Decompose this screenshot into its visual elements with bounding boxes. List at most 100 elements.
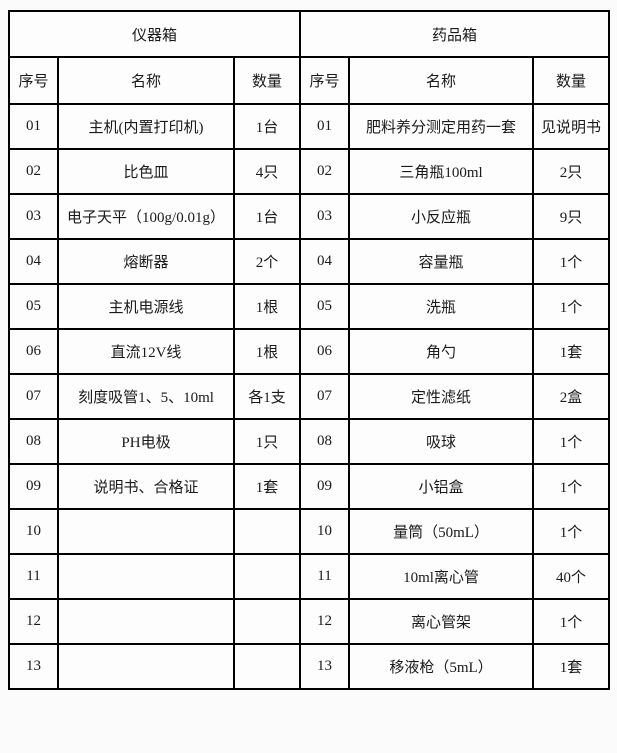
left-no-cell: 13 bbox=[8, 643, 59, 690]
left-qty-cell bbox=[232, 553, 302, 600]
left-no-cell: 02 bbox=[8, 148, 59, 195]
left-qty-cell: 1根 bbox=[232, 328, 302, 375]
table-row: 01 主机(内置打印机) 1台 01 肥料养分测定用药一套 见说明书 bbox=[8, 103, 611, 150]
right-no-cell: 12 bbox=[299, 598, 351, 645]
right-no-cell: 03 bbox=[299, 193, 351, 240]
right-no-cell: 07 bbox=[299, 373, 351, 420]
left-name-cell: 电子天平（100g/0.01g） bbox=[57, 193, 235, 240]
table-row: 10 10 量筒（50mL） 1个 bbox=[8, 508, 611, 555]
left-no-cell: 07 bbox=[8, 373, 59, 420]
right-qty-cell: 1个 bbox=[532, 283, 611, 330]
left-qty-header: 数量 bbox=[232, 56, 302, 105]
table-row: 04 熔断器 2个 04 容量瓶 1个 bbox=[8, 238, 611, 285]
left-no-cell: 06 bbox=[8, 328, 59, 375]
left-name-cell bbox=[57, 553, 235, 600]
right-qty-cell: 1个 bbox=[532, 238, 611, 285]
left-qty-cell: 4只 bbox=[232, 148, 302, 195]
left-name-header: 名称 bbox=[57, 56, 235, 105]
medicine-box-title: 药品箱 bbox=[299, 10, 611, 58]
right-name-cell: 小反应瓶 bbox=[348, 193, 535, 240]
left-qty-cell: 1根 bbox=[232, 283, 302, 330]
right-no-cell: 02 bbox=[299, 148, 351, 195]
table-row: 03 电子天平（100g/0.01g） 1台 03 小反应瓶 9只 bbox=[8, 193, 611, 240]
right-no-cell: 06 bbox=[299, 328, 351, 375]
right-name-cell: 10ml离心管 bbox=[348, 553, 535, 600]
right-qty-cell: 1个 bbox=[532, 463, 611, 510]
left-qty-cell: 各1支 bbox=[232, 373, 302, 420]
left-qty-cell bbox=[232, 508, 302, 555]
left-qty-cell: 1台 bbox=[232, 193, 302, 240]
table-row: 12 12 离心管架 1个 bbox=[8, 598, 611, 645]
left-name-cell: 主机电源线 bbox=[57, 283, 235, 330]
left-name-cell: 比色皿 bbox=[57, 148, 235, 195]
left-name-cell bbox=[57, 508, 235, 555]
right-qty-cell: 40个 bbox=[532, 553, 611, 600]
left-name-cell bbox=[57, 643, 235, 690]
right-qty-cell: 2盒 bbox=[532, 373, 611, 420]
right-name-cell: 容量瓶 bbox=[348, 238, 535, 285]
left-no-cell: 05 bbox=[8, 283, 59, 330]
left-qty-cell bbox=[232, 598, 302, 645]
right-name-cell: 定性滤纸 bbox=[348, 373, 535, 420]
left-name-cell bbox=[57, 598, 235, 645]
right-qty-cell: 2只 bbox=[532, 148, 611, 195]
right-no-cell: 04 bbox=[299, 238, 351, 285]
right-no-cell: 01 bbox=[299, 103, 351, 150]
left-qty-cell: 1只 bbox=[232, 418, 302, 465]
left-no-cell: 10 bbox=[8, 508, 59, 555]
instrument-box-title: 仪器箱 bbox=[7, 10, 302, 58]
table-row: 06 直流12V线 1根 06 角勺 1套 bbox=[8, 328, 611, 375]
right-qty-cell: 见说明书 bbox=[532, 103, 611, 150]
right-no-cell: 09 bbox=[299, 463, 351, 510]
left-qty-cell: 1套 bbox=[232, 463, 302, 510]
left-qty-cell: 2个 bbox=[232, 238, 302, 285]
left-qty-cell: 1台 bbox=[232, 103, 302, 150]
table-row: 07 刻度吸管1、5、10ml 各1支 07 定性滤纸 2盒 bbox=[8, 373, 611, 420]
left-no-cell: 12 bbox=[8, 598, 59, 645]
left-no-cell: 09 bbox=[8, 463, 59, 510]
right-qty-cell: 1个 bbox=[532, 598, 611, 645]
right-no-cell: 11 bbox=[299, 553, 351, 600]
right-no-cell: 13 bbox=[299, 643, 351, 690]
right-qty-cell: 1个 bbox=[532, 508, 611, 555]
right-name-cell: 移液枪（5mL） bbox=[348, 643, 535, 690]
right-name-header: 名称 bbox=[348, 56, 535, 105]
left-no-cell: 08 bbox=[8, 418, 59, 465]
inventory-table: 仪器箱 药品箱 序号 名称 数量 序号 名称 数量 01 主机(内置打印机) 1台 0… bbox=[7, 10, 611, 690]
left-name-cell: 刻度吸管1、5、10ml bbox=[57, 373, 235, 420]
left-no-cell: 04 bbox=[8, 238, 59, 285]
table-row: 13 13 移液枪（5mL） 1套 bbox=[8, 643, 611, 690]
right-qty-cell: 9只 bbox=[532, 193, 611, 240]
right-name-cell: 吸球 bbox=[348, 418, 535, 465]
right-name-cell: 肥料养分测定用药一套 bbox=[348, 103, 535, 150]
left-name-cell: PH电极 bbox=[57, 418, 235, 465]
box-title-row: 仪器箱 药品箱 bbox=[7, 10, 611, 58]
right-qty-cell: 1套 bbox=[532, 643, 611, 690]
right-no-cell: 08 bbox=[299, 418, 351, 465]
table-row: 02 比色皿 4只 02 三角瓶100ml 2只 bbox=[8, 148, 611, 195]
left-no-cell: 03 bbox=[8, 193, 59, 240]
right-name-cell: 角勺 bbox=[348, 328, 535, 375]
right-name-cell: 小铝盒 bbox=[348, 463, 535, 510]
left-no-cell: 01 bbox=[8, 103, 59, 150]
right-name-cell: 三角瓶100ml bbox=[348, 148, 535, 195]
left-name-cell: 熔断器 bbox=[57, 238, 235, 285]
right-no-header: 序号 bbox=[299, 56, 351, 105]
right-name-cell: 离心管架 bbox=[348, 598, 535, 645]
page: 仪器箱 药品箱 序号 名称 数量 序号 名称 数量 01 主机(内置打印机) 1台 0… bbox=[0, 10, 617, 753]
left-name-cell: 说明书、合格证 bbox=[57, 463, 235, 510]
right-qty-cell: 1个 bbox=[532, 418, 611, 465]
right-name-cell: 量筒（50mL） bbox=[348, 508, 535, 555]
left-no-cell: 11 bbox=[8, 553, 59, 600]
left-no-header: 序号 bbox=[8, 56, 59, 105]
table-row: 05 主机电源线 1根 05 洗瓶 1个 bbox=[8, 283, 611, 330]
table-body: 01 主机(内置打印机) 1台 01 肥料养分测定用药一套 见说明书 02 比色皿 4只 02 三角… bbox=[8, 103, 611, 690]
right-qty-cell: 1套 bbox=[532, 328, 611, 375]
right-no-cell: 05 bbox=[299, 283, 351, 330]
right-qty-header: 数量 bbox=[532, 56, 611, 105]
left-name-cell: 主机(内置打印机) bbox=[57, 103, 235, 150]
left-qty-cell bbox=[232, 643, 302, 690]
right-no-cell: 10 bbox=[299, 508, 351, 555]
table-row: 09 说明书、合格证 1套 09 小铝盒 1个 bbox=[8, 463, 611, 510]
column-header-row: 序号 名称 数量 序号 名称 数量 bbox=[8, 56, 611, 105]
